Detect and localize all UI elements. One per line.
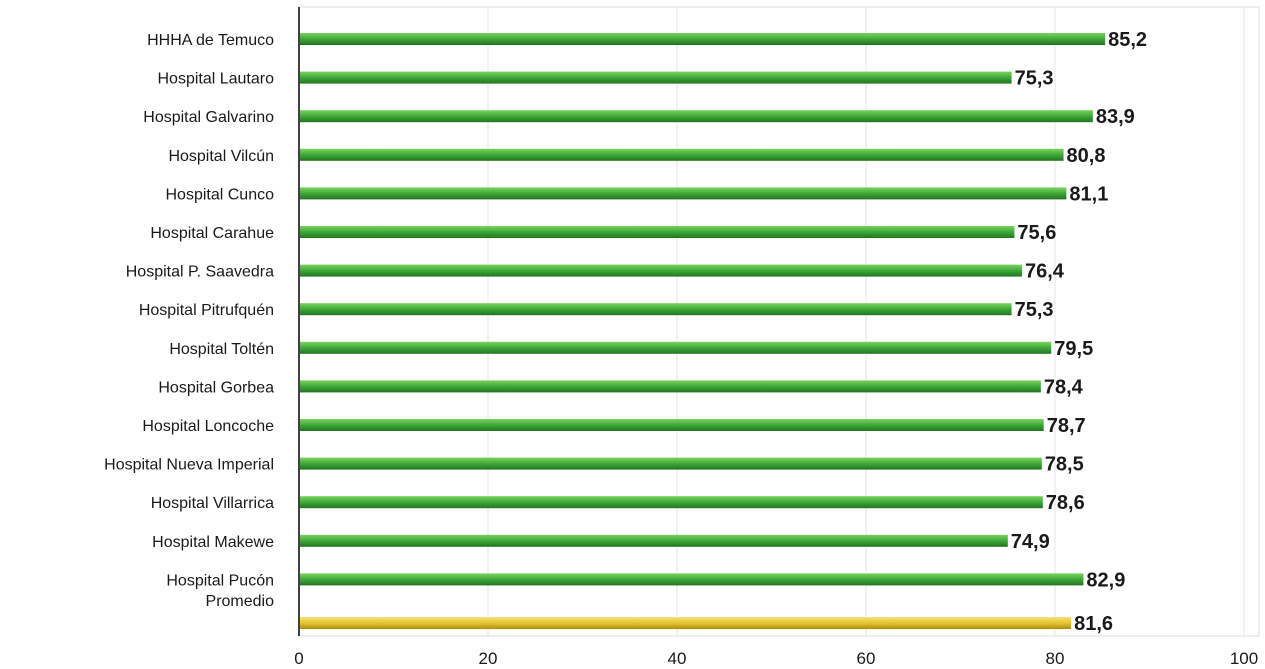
category-label-15: Promedio <box>206 593 275 610</box>
value-label-12: 78,6 <box>1046 492 1085 514</box>
category-label-3: Hospital Vilcún <box>168 148 274 165</box>
value-label-0: 85,2 <box>1108 29 1147 51</box>
bar-average <box>300 617 1072 629</box>
bar-6 <box>300 264 1022 277</box>
value-label-7: 75,3 <box>1015 299 1054 321</box>
value-label-9: 78,4 <box>1044 376 1084 398</box>
category-label-2: Hospital Galvarino <box>143 109 274 126</box>
category-label-12: Hospital Villarrica <box>151 495 274 512</box>
value-label-2: 83,9 <box>1096 106 1135 128</box>
value-label-13: 74,9 <box>1011 531 1050 553</box>
bar-12 <box>300 496 1043 509</box>
x-tick-label-0: 0 <box>294 649 303 668</box>
value-label-1: 75,3 <box>1015 68 1054 90</box>
value-label-5: 75,6 <box>1017 222 1056 244</box>
bar-14 <box>300 573 1084 586</box>
category-label-6: Hospital P. Saavedra <box>126 264 274 281</box>
value-label-10: 78,7 <box>1047 415 1086 437</box>
category-label-9: Hospital Gorbea <box>158 379 274 396</box>
category-label-4: Hospital Cunco <box>166 186 275 203</box>
category-label-8: Hospital Toltén <box>169 341 274 358</box>
x-tick-label-80: 80 <box>1046 649 1065 668</box>
value-labels: 85,275,383,980,881,175,676,475,379,578,4… <box>1011 29 1147 635</box>
category-label-14: Hospital Pucón <box>166 572 274 589</box>
category-label-11: Hospital Nueva Imperial <box>104 457 274 474</box>
bar-10 <box>300 419 1044 431</box>
x-tick-label-20: 20 <box>479 649 498 668</box>
x-tick-label-40: 40 <box>668 649 687 668</box>
bar-0 <box>300 33 1106 45</box>
category-label-1: Hospital Lautaro <box>157 71 274 88</box>
bar-7 <box>300 303 1012 316</box>
category-label-7: Hospital Pitrufquén <box>139 302 274 319</box>
bar-2 <box>300 110 1093 123</box>
x-tick-labels: 0 20 40 60 80 100 <box>294 649 1258 668</box>
category-label-0: HHHA de Temuco <box>147 32 274 49</box>
bars <box>300 33 1106 629</box>
category-label-10: Hospital Loncoche <box>142 418 274 435</box>
value-label-6: 76,4 <box>1025 261 1065 283</box>
bar-4 <box>300 187 1067 200</box>
value-label-3: 80,8 <box>1067 145 1106 167</box>
x-tick-label-60: 60 <box>857 649 876 668</box>
bar-5 <box>300 226 1015 238</box>
value-label-4: 81,1 <box>1069 183 1108 205</box>
category-labels: HHHA de Temuco Hospital Lautaro Hospital G… <box>104 32 274 610</box>
bar-3 <box>300 148 1064 161</box>
bar-1 <box>300 71 1012 84</box>
value-label-15: 81,6 <box>1074 613 1113 635</box>
category-label-13: Hospital Makewe <box>152 534 274 551</box>
category-label-5: Hospital Carahue <box>150 225 274 242</box>
bar-9 <box>300 380 1041 393</box>
value-label-8: 79,5 <box>1054 338 1093 360</box>
value-label-11: 78,5 <box>1045 454 1084 476</box>
bar-13 <box>300 534 1008 547</box>
value-label-14: 82,9 <box>1086 569 1125 591</box>
x-tick-label-100: 100 <box>1230 649 1258 668</box>
bar-11 <box>300 457 1042 470</box>
bar-8 <box>300 341 1052 354</box>
